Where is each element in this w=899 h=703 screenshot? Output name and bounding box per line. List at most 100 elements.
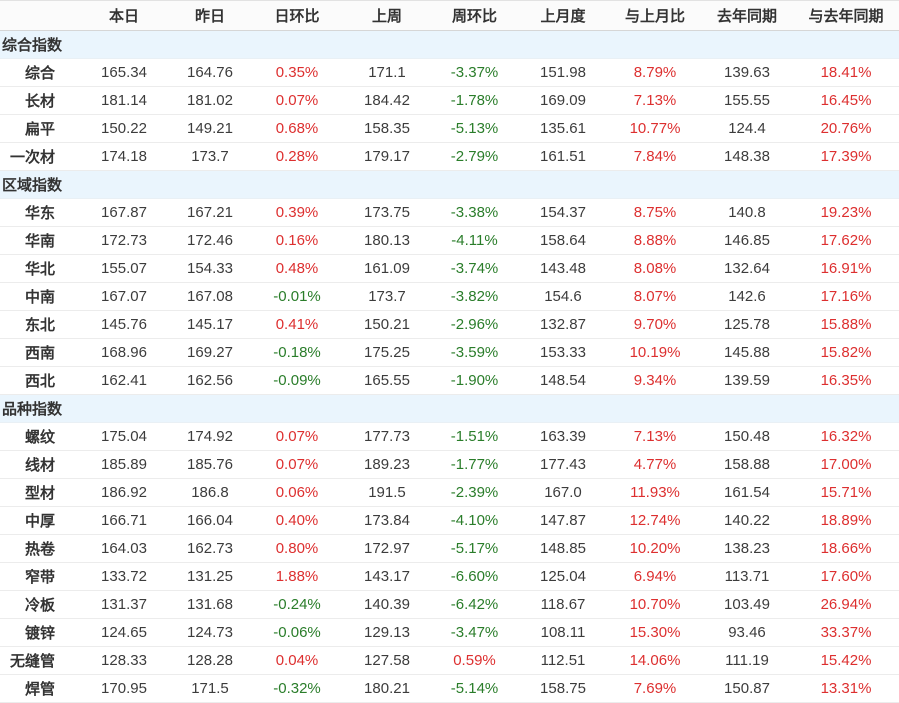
change-pct-cell: 7.69% [609,674,701,703]
row-label: 热卷 [0,534,80,563]
index-value-cell: 175.04 [80,422,168,451]
index-value-cell: 166.71 [80,506,168,535]
table-row: 综合 165.34 164.76 0.35% 171.1 -3.37% 151.98 8.79… [0,58,899,87]
change-pct-cell: -3.47% [432,618,517,647]
table-row: 西北 162.41 162.56 -0.09% 165.55 -1.90% 148.54 9.… [0,366,899,395]
change-pct-cell: 8.79% [609,58,701,87]
index-value-cell: 172.73 [80,226,168,255]
row-label: 一次材 [0,142,80,171]
index-value-cell: 124.4 [701,114,793,143]
change-pct-cell: 15.42% [793,646,899,675]
row-label: 型材 [0,478,80,507]
table-row: 西南 168.96 169.27 -0.18% 175.25 -3.59% 153.33 10… [0,338,899,367]
index-value-cell: 131.37 [80,590,168,619]
change-pct-cell: 15.71% [793,478,899,507]
change-pct-cell: 10.77% [609,114,701,143]
index-value-cell: 158.88 [701,450,793,479]
index-value-cell: 150.21 [342,310,432,339]
change-pct-cell: 0.07% [252,450,342,479]
row-label: 西北 [0,366,80,395]
change-pct-cell: 0.40% [252,506,342,535]
index-value-cell: 169.09 [517,86,609,115]
index-value-cell: 168.96 [80,338,168,367]
table-row: 焊管 170.95 171.5 -0.32% 180.21 -5.14% 158.75 7.6… [0,674,899,703]
change-pct-cell: 10.70% [609,590,701,619]
index-value-cell: 93.46 [701,618,793,647]
section-header-row: 综合指数 [0,30,899,59]
change-pct-cell: -1.90% [432,366,517,395]
change-pct-cell: 0.07% [252,86,342,115]
change-pct-cell: -4.10% [432,506,517,535]
index-value-cell: 113.71 [701,562,793,591]
change-pct-cell: -3.82% [432,282,517,311]
table-row: 华东 167.87 167.21 0.39% 173.75 -3.38% 154.37 8.7… [0,198,899,227]
change-pct-cell: -0.32% [252,674,342,703]
index-value-cell: 162.56 [168,366,252,395]
index-value-cell: 171.1 [342,58,432,87]
index-value-cell: 154.37 [517,198,609,227]
change-pct-cell: 8.75% [609,198,701,227]
row-label: 东北 [0,310,80,339]
column-header: 与上月比 [609,0,701,31]
index-value-cell: 155.07 [80,254,168,283]
change-pct-cell: 26.94% [793,590,899,619]
row-label: 焊管 [0,674,80,703]
change-pct-cell: -6.42% [432,590,517,619]
index-value-cell: 163.39 [517,422,609,451]
index-value-cell: 125.04 [517,562,609,591]
index-value-cell: 145.76 [80,310,168,339]
row-label: 华南 [0,226,80,255]
change-pct-cell: -2.39% [432,478,517,507]
index-value-cell: 147.87 [517,506,609,535]
change-pct-cell: 7.13% [609,422,701,451]
index-value-cell: 167.07 [80,282,168,311]
change-pct-cell: -6.60% [432,562,517,591]
index-value-cell: 132.64 [701,254,793,283]
change-pct-cell: 18.66% [793,534,899,563]
change-pct-cell: 15.30% [609,618,701,647]
index-value-cell: 173.7 [342,282,432,311]
index-value-cell: 148.85 [517,534,609,563]
change-pct-cell: 16.45% [793,86,899,115]
change-pct-cell: 17.00% [793,450,899,479]
table-row: 一次材 174.18 173.7 0.28% 179.17 -2.79% 161.51 7.8… [0,142,899,171]
table-row: 华北 155.07 154.33 0.48% 161.09 -3.74% 143.48 8.0… [0,254,899,283]
change-pct-cell: 16.35% [793,366,899,395]
change-pct-cell: 16.91% [793,254,899,283]
row-label: 华东 [0,198,80,227]
change-pct-cell: -3.74% [432,254,517,283]
table-row: 华南 172.73 172.46 0.16% 180.13 -4.11% 158.64 8.8… [0,226,899,255]
index-value-cell: 164.76 [168,58,252,87]
table-row: 热卷 164.03 162.73 0.80% 172.97 -5.17% 148.85 10.… [0,534,899,563]
row-label: 中南 [0,282,80,311]
index-value-cell: 161.54 [701,478,793,507]
row-label: 无缝管 [0,646,80,675]
index-value-cell: 138.23 [701,534,793,563]
table-row: 中厚 166.71 166.04 0.40% 173.84 -4.10% 147.87 12.… [0,506,899,535]
change-pct-cell: 0.35% [252,58,342,87]
change-pct-cell: 10.19% [609,338,701,367]
index-value-cell: 177.73 [342,422,432,451]
change-pct-cell: 1.88% [252,562,342,591]
index-value-cell: 112.51 [517,646,609,675]
index-value-cell: 174.18 [80,142,168,171]
table-body: 综合指数 综合 165.34 164.76 0.35% 171.1 -3.37% 151.98… [0,30,899,703]
section-title: 品种指数 [0,394,899,423]
row-label-column-header [0,0,80,31]
column-header: 与去年同期 [793,0,899,31]
index-value-cell: 174.92 [168,422,252,451]
change-pct-cell: -3.37% [432,58,517,87]
change-pct-cell: -1.77% [432,450,517,479]
index-value-cell: 165.55 [342,366,432,395]
change-pct-cell: 10.20% [609,534,701,563]
index-value-cell: 175.25 [342,338,432,367]
table-row: 螺纹 175.04 174.92 0.07% 177.73 -1.51% 163.39 7.1… [0,422,899,451]
index-value-cell: 148.38 [701,142,793,171]
index-value-cell: 128.33 [80,646,168,675]
change-pct-cell: -2.79% [432,142,517,171]
change-pct-cell: 8.88% [609,226,701,255]
change-pct-cell: 8.08% [609,254,701,283]
index-value-cell: 124.65 [80,618,168,647]
table-row: 镀锌 124.65 124.73 -0.06% 129.13 -3.47% 108.11 15… [0,618,899,647]
